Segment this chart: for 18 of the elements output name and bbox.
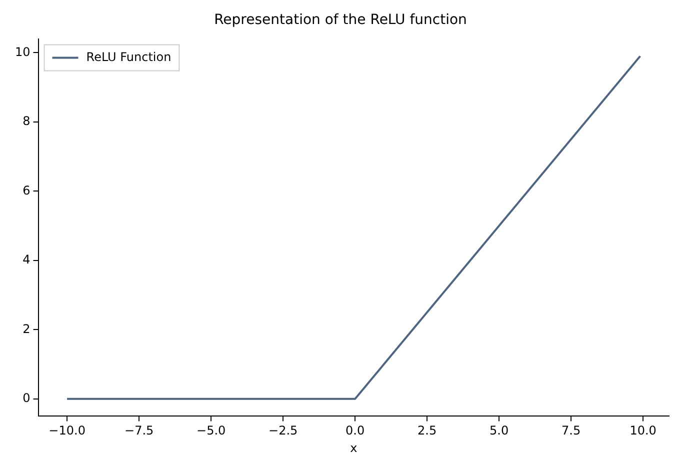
x-tick-label: 10.0 (630, 424, 656, 438)
x-tick-label: −7.5 (124, 424, 154, 438)
x-tick-label: −2.5 (268, 424, 298, 438)
y-tick-label: 6 (22, 183, 30, 198)
chart-title: Representation of the ReLU function (214, 12, 467, 28)
x-tick-label: −5.0 (196, 424, 226, 438)
x-tick-label: −10.0 (48, 424, 86, 438)
y-tick-label: 10 (14, 44, 30, 59)
y-tick-label: 8 (22, 114, 30, 128)
x-tick-label: 0.0 (346, 424, 365, 438)
y-tick-label: 4 (22, 252, 30, 267)
x-tick-label: 7.5 (562, 424, 581, 438)
y-tick-label: 0 (22, 391, 30, 406)
y-tick-label: 2 (22, 322, 30, 336)
x-axis-title: x (350, 440, 358, 455)
legend-label: ReLU Function (86, 50, 172, 64)
x-tick-label: 2.5 (418, 424, 437, 438)
x-tick-label: 5.0 (490, 424, 509, 438)
